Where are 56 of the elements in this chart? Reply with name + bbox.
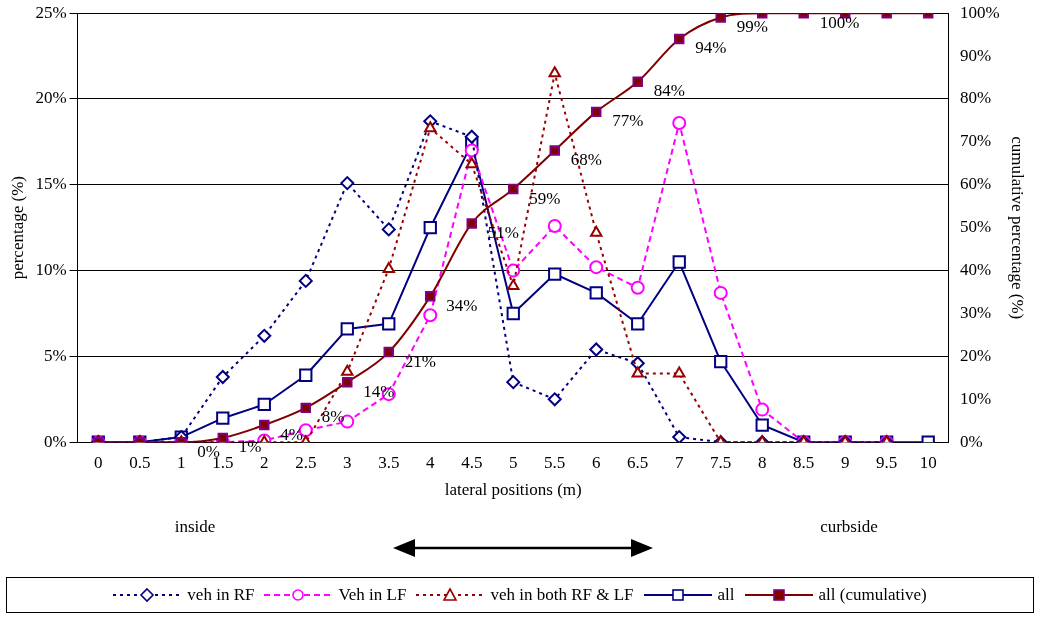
x-tick-label: 3: [343, 452, 352, 472]
x-tick-label: 7.5: [710, 452, 732, 472]
x-tick-label: 5.5: [544, 452, 566, 472]
y2-tick-label: 20%: [959, 345, 992, 365]
data-label: 1%: [238, 437, 262, 457]
x-tick-label: 1: [177, 452, 186, 472]
x-tick-label: 5: [509, 452, 518, 472]
x-tick-label: 0.5: [129, 452, 151, 472]
data-label: 68%: [570, 149, 602, 169]
y2-tick-label: 40%: [959, 260, 992, 280]
legend-label: all: [717, 585, 735, 605]
y2-axis-title: cumulative percentage (%): [1008, 136, 1028, 320]
x-tick-label: 10: [919, 452, 937, 472]
y2-tick-label: 80%: [959, 88, 992, 108]
x-tick-label: 2.5: [295, 452, 317, 472]
text: inside: [174, 517, 216, 537]
y2-tick-label: 10%: [959, 388, 992, 408]
y2-tick-label: 50%: [959, 217, 992, 237]
y2-tick-label: 70%: [959, 131, 992, 151]
data-label: 99%: [736, 16, 768, 36]
y2-tick-label: 60%: [959, 174, 992, 194]
x-tick-label: 0: [94, 452, 103, 472]
x-tick-label: 9.5: [876, 452, 898, 472]
y2-tick-label: 90%: [959, 45, 992, 65]
data-label: 100%: [819, 12, 860, 32]
x-tick-label: 4.5: [461, 452, 483, 472]
y2-tick-label: 30%: [959, 302, 992, 322]
data-label: 59%: [529, 188, 561, 208]
y-axis-title: percentage (%): [7, 176, 27, 280]
x-tick-label: 4: [426, 452, 436, 472]
data-label: 34%: [446, 295, 478, 315]
x-tick-label: 3.5: [378, 452, 400, 472]
x-tick-label: 8.5: [793, 452, 815, 472]
legend-label: veh in both RF & LF: [490, 585, 634, 605]
y2-tick-label: 0%: [959, 431, 983, 451]
text: curbside: [820, 517, 878, 537]
legend-label: all (cumulative): [818, 585, 927, 605]
data-label: 94%: [695, 38, 727, 58]
legend-label: Veh in LF: [338, 585, 407, 605]
data-label: 77%: [612, 111, 644, 131]
y-tick-label: 20%: [35, 88, 67, 108]
x-tick-label: 8: [757, 452, 767, 472]
y-tick-label: 25%: [35, 2, 67, 22]
x-tick-label: 9: [840, 452, 850, 472]
x-tick-label: 6.5: [627, 452, 649, 472]
y2-tick-label: 100%: [959, 2, 1000, 22]
data-label: 84%: [653, 81, 685, 101]
y-tick-label: 10%: [35, 260, 67, 280]
x-axis-title: lateral positions (m): [444, 480, 582, 500]
y-tick-label: 15%: [35, 174, 67, 194]
x-tick-label: 7: [674, 452, 684, 472]
x-tick-label: 6: [591, 452, 601, 472]
x-tick-label: 2: [260, 452, 269, 472]
y-tick-label: 5%: [43, 345, 67, 365]
y-tick-label: 0%: [43, 431, 67, 451]
legend-label: veh in RF: [187, 585, 255, 605]
